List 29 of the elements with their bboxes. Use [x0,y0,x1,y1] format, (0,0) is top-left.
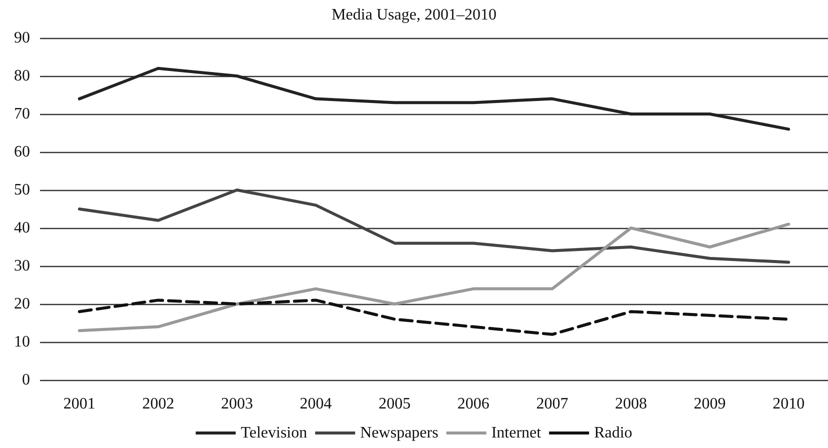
line-series [78,66,790,131]
legend-label: Internet [491,424,542,442]
y-tick-label: 0 [22,372,30,388]
line-series [78,188,790,264]
y-tick-label: 90 [14,30,30,46]
chart-title: Media Usage, 2001–2010 [332,6,496,24]
y-tick-label: 50 [14,182,30,198]
y-tick-label: 40 [14,220,30,236]
line-series [78,298,790,336]
x-tick-label: 2007 [536,396,568,412]
x-tick-label: 2004 [300,396,332,412]
x-tick-label: 2001 [63,396,96,412]
line-series [78,222,790,332]
y-tick-label: 30 [14,258,30,274]
y-tick-label: 10 [14,334,30,350]
x-tick-label: 2009 [694,396,726,412]
x-tick-label: 2005 [378,396,411,412]
y-tick-label: 20 [14,296,30,312]
y-tick-label: 80 [14,68,30,84]
legend-label: Television [240,424,308,442]
x-tick-label: 2006 [457,396,490,412]
legend-label: Radio [594,424,632,442]
x-tick-label: 2010 [772,396,805,412]
x-tick-label: 2003 [221,396,253,412]
y-tick-label: 60 [14,144,30,160]
x-tick-label: 2008 [615,396,647,412]
y-tick-label: 70 [14,106,30,122]
x-tick-label: 2002 [142,396,174,412]
legend-label: Newspapers [360,424,438,442]
